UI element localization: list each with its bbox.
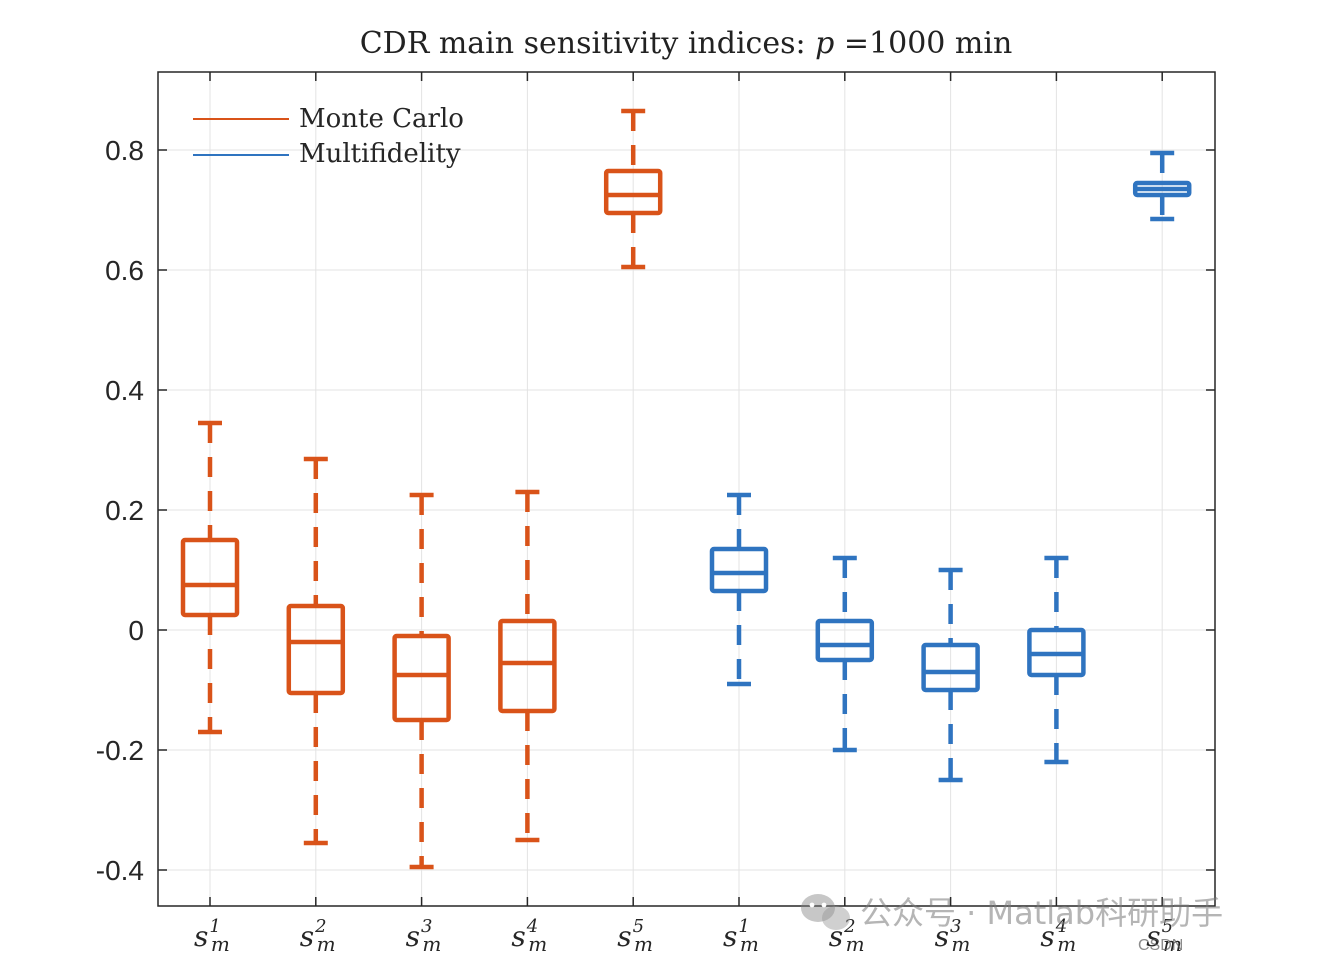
box-iqr — [286, 603, 346, 696]
box-multifidelity-4 — [1027, 555, 1086, 765]
y-tick-label: 0.2 — [105, 495, 144, 526]
box-monte-carlo-1 — [180, 420, 240, 735]
chart-title: CDR main sensitivity indices: p =1000 mi… — [360, 26, 1013, 61]
box-monte-carlo-3 — [392, 492, 451, 870]
box-iqr — [921, 642, 980, 693]
watermark-text: 公众号 · Matlab科研助手 — [860, 894, 1223, 932]
box-multifidelity-1 — [709, 492, 769, 687]
legend-label-monte-carlo: Monte Carlo — [299, 104, 464, 134]
watermark: 公众号 · Matlab科研助手 CSDN — [801, 894, 1223, 954]
chart-title-variable: p — [815, 26, 834, 61]
y-tick-label: -0.2 — [96, 735, 144, 766]
y-tick-label: -0.4 — [96, 855, 144, 886]
x-tick-label: s4 m — [511, 916, 547, 956]
box-multifidelity-2 — [815, 555, 875, 753]
y-tick-label: 0.4 — [105, 375, 144, 406]
x-tick-label: s5 m — [1146, 916, 1182, 956]
box-iqr — [603, 168, 663, 216]
x-tick-label: s3 m — [935, 916, 971, 956]
y-tick-label: 0.6 — [105, 255, 144, 286]
x-tick-label: s5 m — [617, 916, 653, 956]
box-iqr — [709, 546, 769, 594]
x-tick-label: s1 m — [194, 916, 230, 956]
legend-label-multifidelity: Multifidelity — [299, 139, 461, 169]
plot-frame — [157, 71, 1216, 907]
box-iqr — [498, 618, 557, 714]
box-multifidelity-5 — [1132, 150, 1192, 222]
ticks-layer: -0.4 -0.2 0 0.2 0.4 0.6 0.8 s1 m s2 m s3 m s4 m s5 m s1 m s… — [96, 72, 1215, 956]
x-tick-label: s2 m — [829, 916, 865, 956]
chart-title-suffix: =1000 min — [834, 26, 1012, 61]
axes-layer — [157, 71, 1216, 907]
chart-title-prefix: CDR main sensitivity indices: — [360, 26, 815, 61]
x-tick-label: s4 m — [1040, 916, 1076, 956]
box-iqr — [815, 618, 875, 663]
x-tick-label: s1 m — [723, 916, 759, 956]
legend: Monte Carlo Multifidelity — [193, 104, 464, 169]
box-multifidelity-3 — [921, 567, 980, 783]
box-monte-carlo-5 — [603, 108, 663, 270]
box-monte-carlo-4 — [498, 489, 557, 843]
y-tick-label: 0 — [128, 615, 144, 646]
boxes-layer — [180, 108, 1192, 870]
x-tick-label: s3 m — [406, 916, 442, 956]
box-iqr — [392, 633, 451, 723]
box-iqr — [180, 537, 240, 618]
watermark-source: CSDN — [1138, 937, 1183, 954]
wechat-icon — [801, 894, 850, 930]
y-tick-label: 0.8 — [105, 135, 144, 166]
x-tick-label: s2 m — [300, 916, 336, 956]
box-monte-carlo-2 — [286, 456, 346, 846]
